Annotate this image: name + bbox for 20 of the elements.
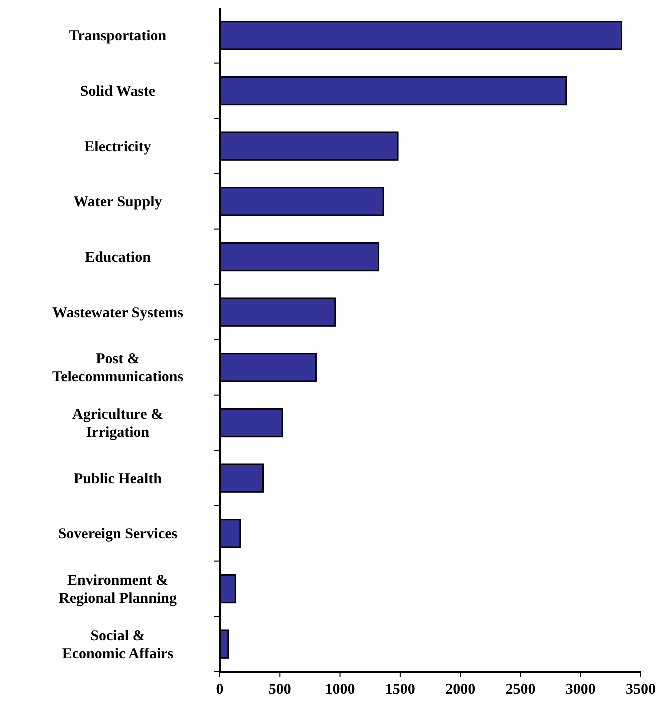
x-tick-label: 500 <box>268 682 292 698</box>
y-tick-label: Social & Economic Affairs <box>62 628 174 662</box>
y-tick-label: Education <box>85 250 152 266</box>
x-tick-label: 0 <box>216 682 224 698</box>
y-tick-label: Electricity <box>84 139 152 156</box>
y-tick-label: Post & Telecommunications <box>52 352 184 386</box>
y-tick-label: Solid Waste <box>80 84 156 100</box>
x-tick-label: 3000 <box>566 682 596 698</box>
y-tick-label: Sovereign Services <box>58 526 178 543</box>
y-tick-label: Water Supply <box>74 194 163 211</box>
x-tick-label: 1000 <box>325 682 356 698</box>
x-tick-label: 1500 <box>385 682 416 698</box>
x-tick-label: 2500 <box>506 682 536 698</box>
y-tick-label: Transportation <box>69 28 168 45</box>
y-tick-label: Agriculture & Irrigation <box>72 407 164 441</box>
y-tick-label: Wastewater Systems <box>52 305 184 322</box>
y-tick-label: Environment & Regional Planning <box>59 573 178 607</box>
x-tick-label: 3500 <box>626 682 656 698</box>
y-tick-label: Public Health <box>74 471 163 488</box>
x-tick-label: 2000 <box>446 682 476 698</box>
